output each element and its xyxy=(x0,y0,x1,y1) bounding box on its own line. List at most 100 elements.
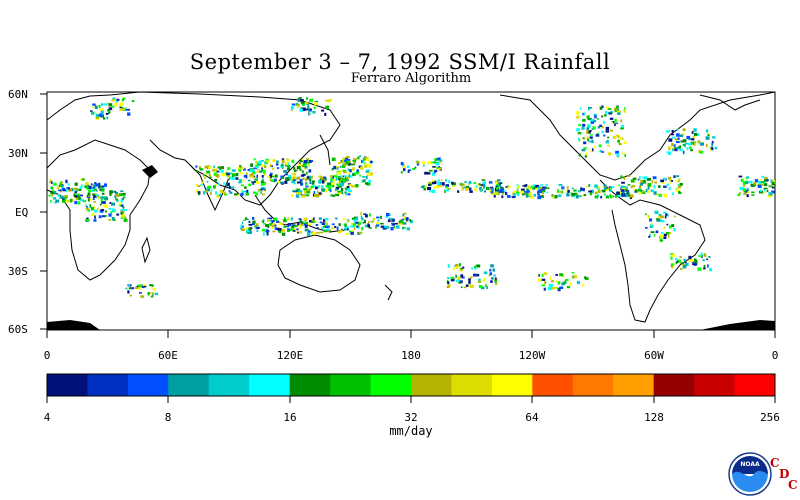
rain-cell xyxy=(582,123,586,127)
rain-cell xyxy=(226,173,230,176)
rain-cell xyxy=(678,146,680,149)
rain-cell xyxy=(214,168,217,173)
rain-cell xyxy=(216,170,220,173)
rain-cell xyxy=(460,184,463,187)
rain-cell xyxy=(336,167,339,170)
rain-cell xyxy=(557,194,562,197)
rain-cell xyxy=(594,195,599,198)
rain-cell xyxy=(375,225,377,229)
rain-cell xyxy=(699,150,704,154)
rain-cell xyxy=(352,172,355,175)
rain-cell xyxy=(635,189,638,193)
rain-cell xyxy=(296,192,300,195)
rain-cell xyxy=(561,190,563,194)
rain-cell xyxy=(555,280,559,283)
rain-cell xyxy=(106,116,109,120)
rain-cell xyxy=(458,263,461,267)
rain-cell xyxy=(658,193,662,198)
rain-cell xyxy=(672,136,676,139)
rain-cell xyxy=(347,193,351,196)
rain-cell xyxy=(309,220,312,223)
rain-cell xyxy=(231,173,236,177)
rain-cell xyxy=(355,184,359,188)
rain-cell xyxy=(498,182,502,185)
rain-cell xyxy=(380,225,385,228)
rain-cell xyxy=(693,258,697,261)
rain-cell xyxy=(604,187,608,191)
rain-cell xyxy=(120,102,124,106)
rain-cell xyxy=(539,187,543,190)
rain-cell xyxy=(617,139,620,143)
rain-cell xyxy=(387,225,390,229)
rain-cell xyxy=(216,194,219,198)
rain-cell xyxy=(109,202,112,204)
rain-cell xyxy=(120,204,124,207)
rain-cell xyxy=(589,192,593,196)
rain-cell xyxy=(312,110,316,114)
rain-cell xyxy=(652,189,654,193)
rain-cell xyxy=(709,268,713,272)
rain-cell xyxy=(544,281,547,284)
rain-cell xyxy=(486,186,489,189)
rain-cell xyxy=(390,227,394,231)
rain-cell xyxy=(627,175,631,177)
rain-cell xyxy=(676,261,679,263)
rain-cell xyxy=(474,267,477,270)
rain-cell xyxy=(338,175,341,180)
rain-cell xyxy=(138,284,142,287)
rain-cell xyxy=(261,168,264,171)
rain-cell xyxy=(620,119,623,123)
rain-cell xyxy=(98,113,103,117)
rain-cell xyxy=(237,194,240,196)
rain-cell xyxy=(614,123,616,127)
rain-cell xyxy=(671,129,674,133)
rain-cell xyxy=(649,186,653,188)
rain-cell xyxy=(319,221,322,224)
rain-cell xyxy=(116,199,119,202)
rain-cell xyxy=(494,280,497,283)
rain-cell xyxy=(298,225,302,229)
rain-cell xyxy=(601,189,606,193)
rain-cell xyxy=(525,194,529,198)
rain-cell xyxy=(763,191,766,194)
rain-cell xyxy=(58,184,62,187)
rain-cell xyxy=(269,217,272,220)
rain-cell xyxy=(282,163,285,167)
rain-cell xyxy=(108,218,111,221)
rain-cell xyxy=(299,181,302,184)
rain-cell xyxy=(479,186,482,190)
rain-cell xyxy=(653,185,656,189)
rain-cell xyxy=(361,227,364,231)
rain-cell xyxy=(321,227,323,230)
rain-cell xyxy=(573,189,577,192)
rain-cell xyxy=(548,286,553,291)
rain-cell xyxy=(254,225,257,228)
rain-cell xyxy=(545,184,548,186)
rain-cell xyxy=(377,219,380,222)
rain-cell xyxy=(742,181,747,185)
rain-cell xyxy=(304,166,308,169)
rain-cell xyxy=(678,178,681,181)
rain-cell xyxy=(282,232,286,236)
colorbar-units: mm/day xyxy=(389,424,433,438)
rain-cell xyxy=(79,186,83,189)
rain-cell xyxy=(617,194,621,197)
rain-cell xyxy=(407,170,410,173)
rain-cell xyxy=(617,110,622,113)
rain-cell xyxy=(235,172,239,177)
rain-cell xyxy=(362,221,365,224)
rain-cell xyxy=(275,163,279,166)
rain-cell xyxy=(541,274,544,277)
rain-cell xyxy=(89,204,91,207)
rain-cell xyxy=(435,185,440,189)
rain-cell xyxy=(239,165,242,169)
rain-cell xyxy=(297,104,300,106)
rain-cell xyxy=(578,153,581,157)
rain-cell xyxy=(285,177,290,181)
rain-cell xyxy=(684,144,686,148)
rain-cell xyxy=(340,188,343,191)
rain-cell xyxy=(296,194,300,198)
rain-cell xyxy=(257,162,260,166)
rain-cell xyxy=(366,172,370,176)
rain-cell xyxy=(743,188,746,192)
